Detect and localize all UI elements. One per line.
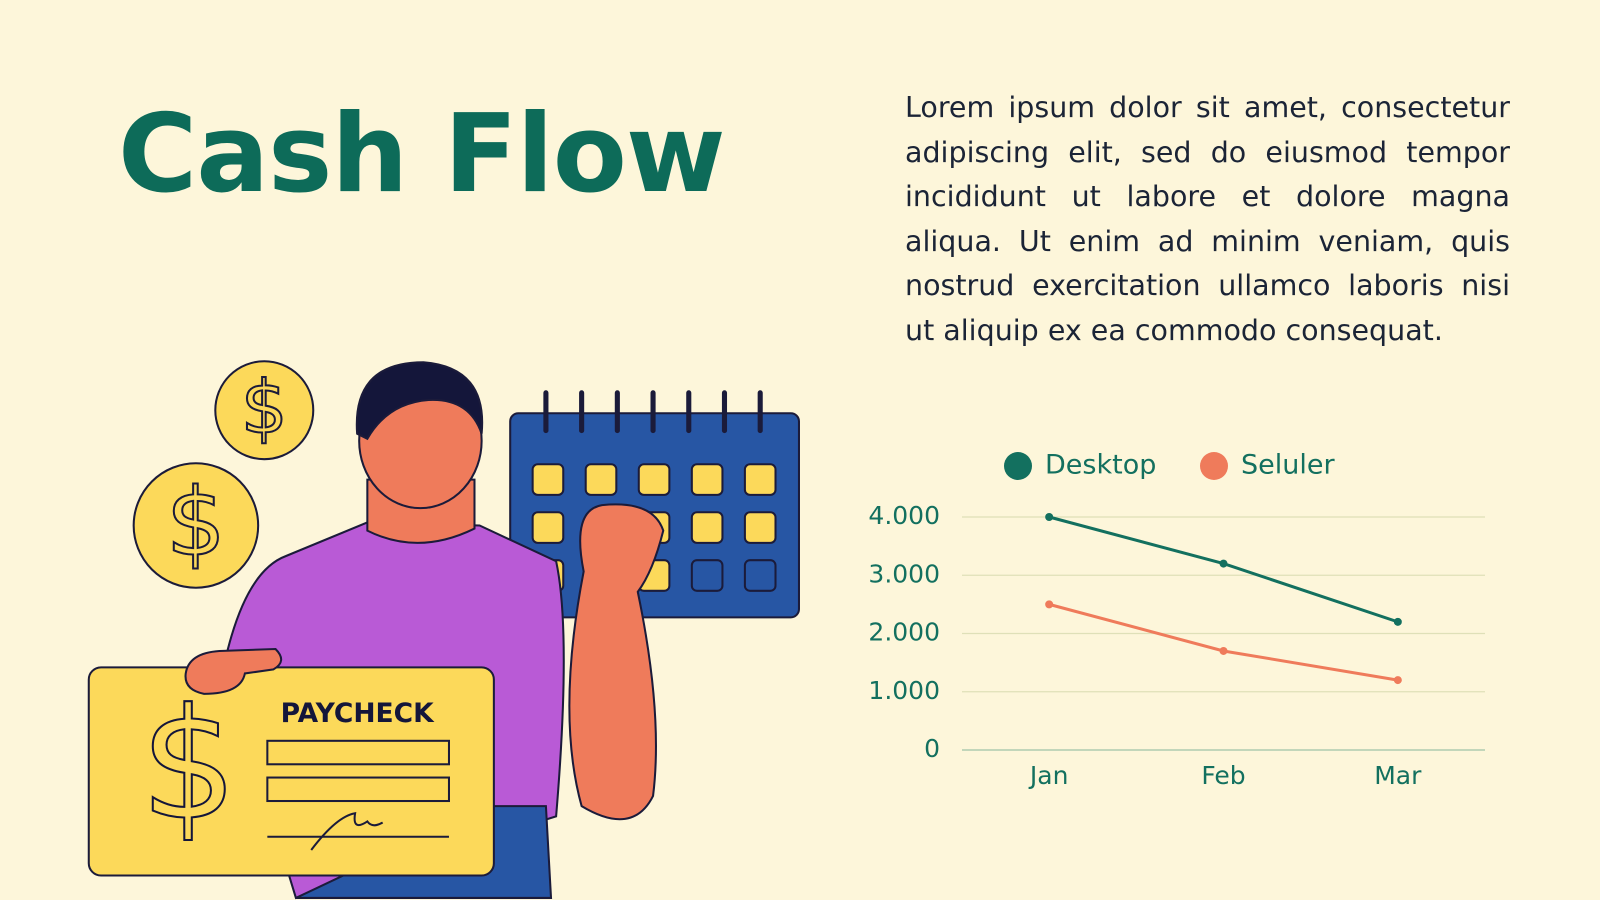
arm: [568, 503, 665, 821]
calendar-day: [743, 559, 777, 592]
calendar-day: [584, 463, 618, 496]
legend-label: Desktop: [1045, 450, 1156, 481]
calendar-day: [531, 463, 565, 496]
calendar-day: [743, 511, 777, 544]
paragraph: Lorem ipsum dolor sit amet, consectetur …: [905, 91, 1510, 347]
legend-marker: [1004, 452, 1032, 480]
paycheck-line: [266, 739, 450, 766]
coin: [214, 360, 315, 461]
point: [1219, 559, 1228, 568]
calendar-day: [690, 463, 724, 496]
x-tick-label: Jan: [1028, 761, 1069, 790]
point: [1219, 646, 1228, 655]
hand: [184, 647, 283, 695]
paycheck-label: PAYCHECK: [281, 698, 435, 729]
x-tick-label: Mar: [1374, 761, 1422, 790]
signature: [310, 812, 384, 851]
point: [1393, 676, 1402, 685]
y-tick-label: 0: [924, 734, 940, 763]
title: Cash Flow: [118, 92, 726, 217]
calendar-day: [743, 463, 777, 496]
x-tick-label: Feb: [1201, 761, 1245, 790]
calendar-day: [690, 559, 724, 592]
point: [1045, 600, 1054, 609]
line: [1048, 602, 1399, 682]
y-tick-label: 2.000: [868, 618, 940, 647]
paycheck: [87, 666, 495, 877]
y-tick-label: 3.000: [868, 559, 940, 588]
point: [1393, 617, 1402, 626]
hair: [355, 361, 484, 441]
coin: [132, 462, 260, 589]
calendar-day: [531, 511, 565, 544]
calendar-day: [637, 463, 671, 496]
y-tick-label: 1.000: [868, 676, 940, 705]
paycheck-line: [266, 776, 450, 803]
line: [1048, 515, 1399, 624]
y-tick-label: 4.000: [868, 501, 940, 530]
legend-marker: [1200, 452, 1228, 480]
coin-symbol: $: [166, 468, 226, 577]
coin-symbol: $: [241, 365, 288, 450]
illustration: $ $ PAYCHECK $: [87, 360, 800, 900]
point: [1045, 513, 1054, 521]
paycheck-symbol: $: [140, 676, 237, 854]
calendar-day: [690, 511, 724, 544]
legend-label: Seluler: [1241, 450, 1335, 481]
